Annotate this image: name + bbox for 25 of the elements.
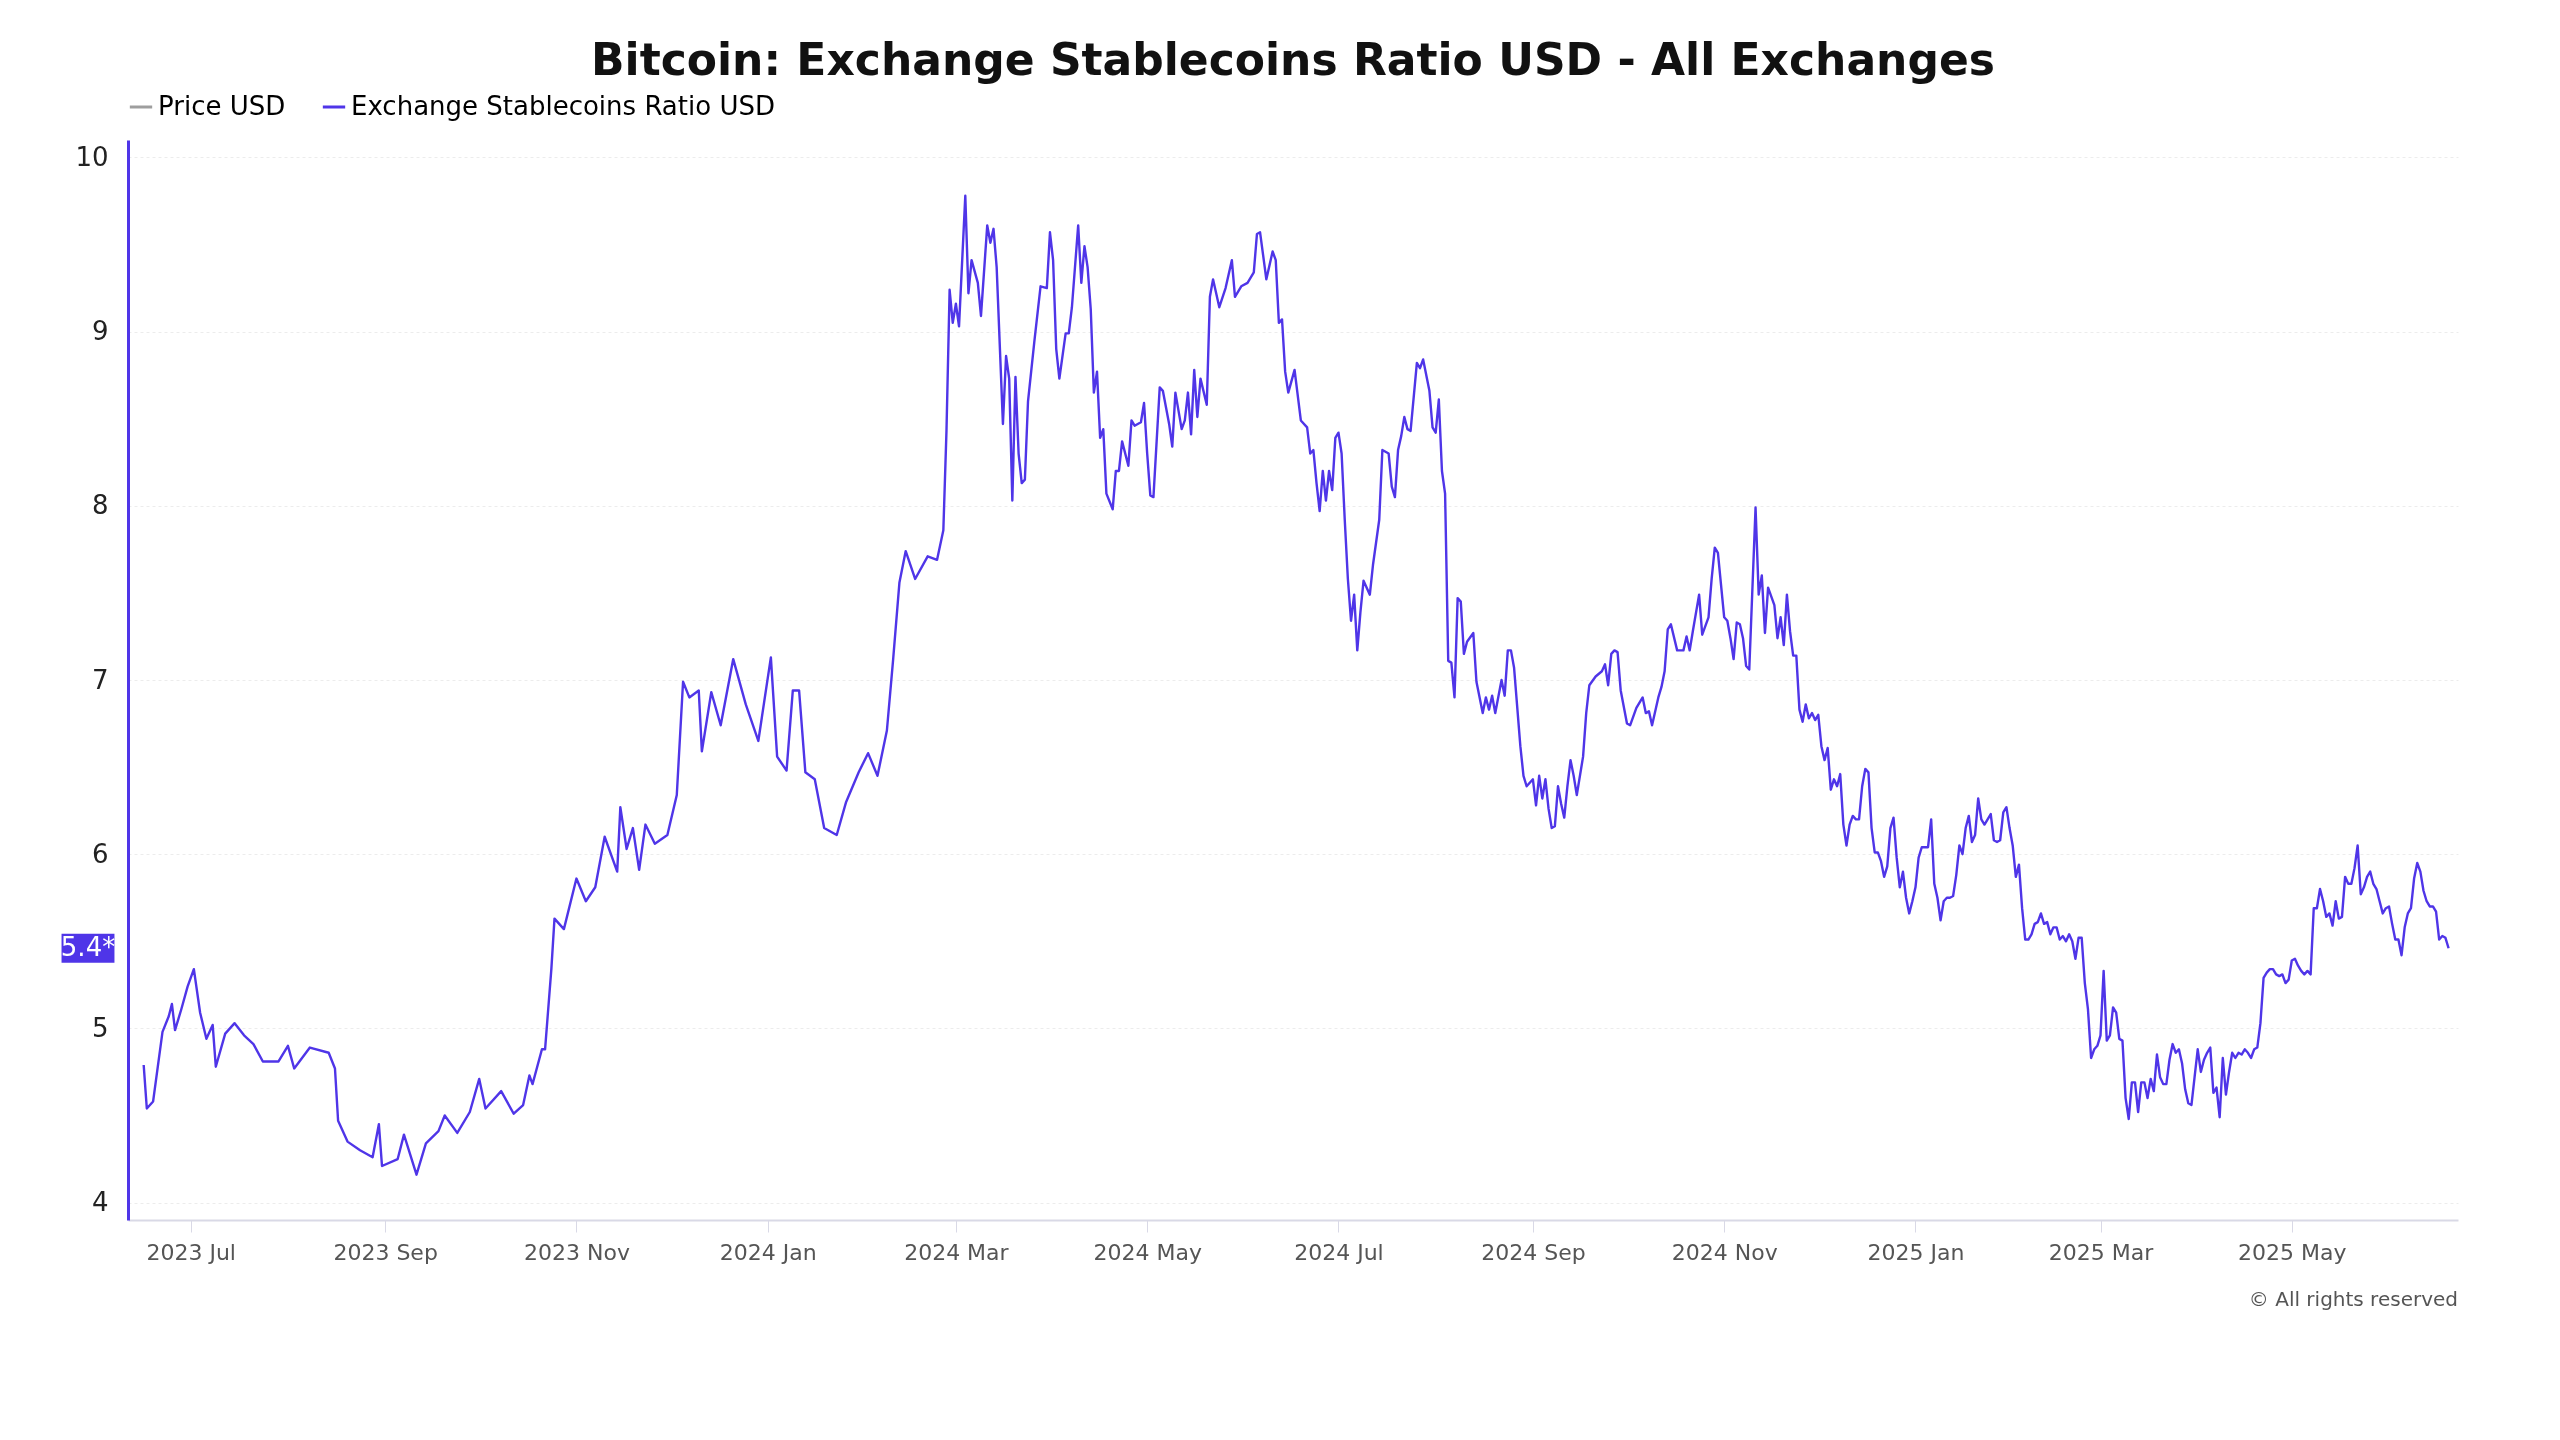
- x-tick-label: 2025 Mar: [2048, 1239, 2155, 1265]
- text: © All rights reserved: [2248, 1287, 2458, 1311]
- text: 5.4*: [60, 932, 116, 963]
- x-tick-label: 2025 Jan: [1867, 1239, 1965, 1265]
- x-tick-label: 2025 May: [2238, 1239, 2347, 1265]
- x-tick-label: 2024 Jul: [1294, 1239, 1384, 1265]
- x-tick-label: 2024 Nov: [1671, 1239, 1778, 1265]
- legend-label: Price USD: [158, 91, 286, 121]
- x-tick-label: 2023 Jul: [146, 1239, 236, 1265]
- line-series: [142, 194, 2450, 1176]
- x-tick-label: 2024 Jan: [719, 1239, 817, 1265]
- chart-title: Bitcoin: Exchange Stablecoins Ratio USD - All Exchanges: [591, 34, 1995, 85]
- x-tick-label: 2024 May: [1093, 1239, 1202, 1265]
- y-tick-label: 9: [91, 316, 109, 347]
- legend-label: Exchange Stablecoins Ratio USD: [351, 91, 775, 121]
- y-tick-label: 10: [75, 141, 109, 172]
- y-tick-label: 4: [91, 1187, 109, 1218]
- x-tick-label: 2023 Nov: [523, 1239, 630, 1265]
- y-tick-label: 8: [91, 490, 109, 521]
- y-tick-label: 6: [91, 838, 109, 869]
- x-tick-label: 2023 Sep: [333, 1239, 438, 1265]
- x-tick-label: 2024 Mar: [904, 1239, 1010, 1265]
- y-tick-label: 7: [91, 664, 109, 695]
- y-tick-label: 5: [91, 1012, 109, 1043]
- x-tick-label: 2024 Sep: [1481, 1239, 1586, 1265]
